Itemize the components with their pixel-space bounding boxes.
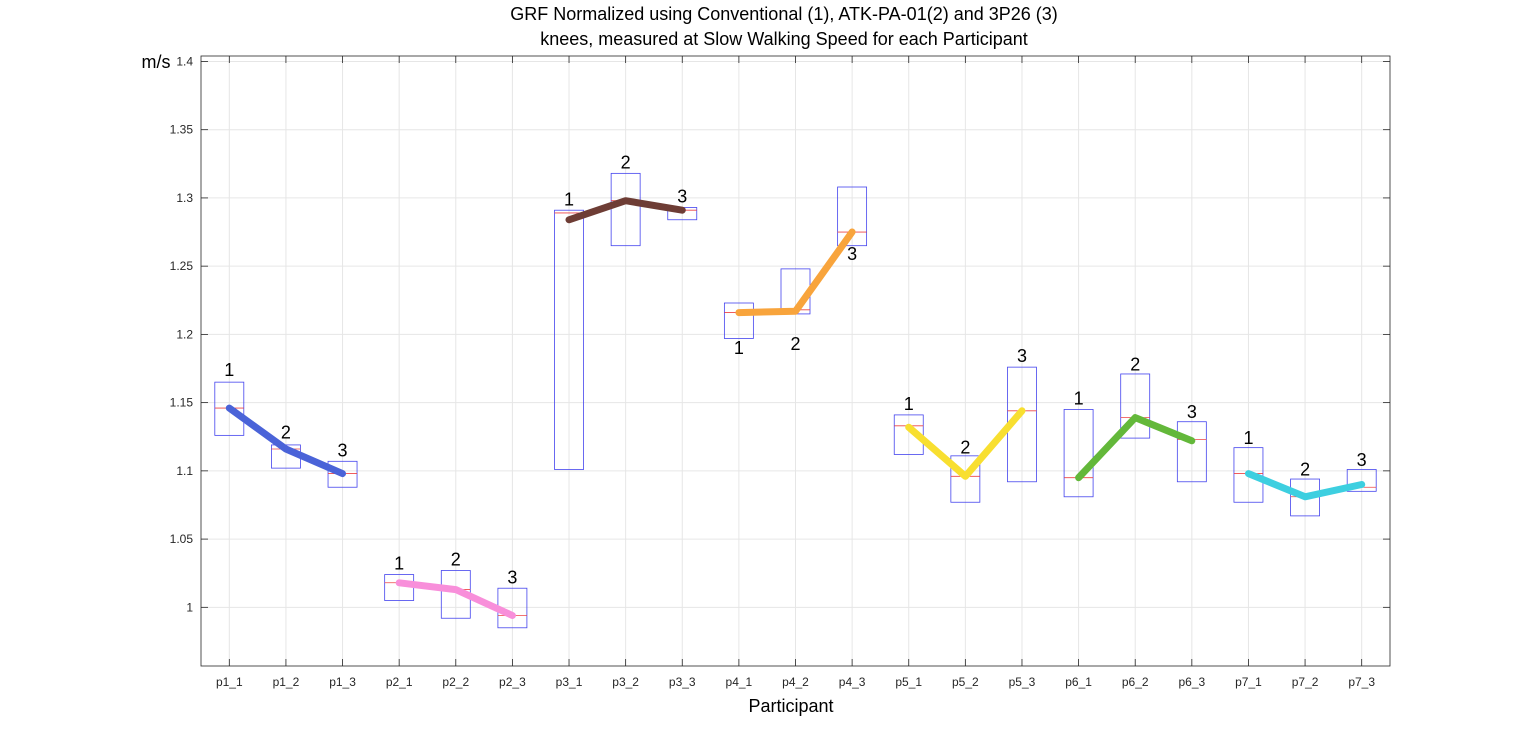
box-p5_2 (950, 455, 981, 503)
point-label: 2 (281, 423, 291, 443)
point-label: 2 (1130, 354, 1140, 374)
y-axis-label: m/s (142, 52, 171, 72)
x-tick-label: p1_1 (216, 675, 243, 689)
x-tick-label: p5_3 (1009, 675, 1036, 689)
x-tick-label: p4_3 (839, 675, 866, 689)
box-p7_3 (1346, 469, 1377, 492)
y-tick-label: 1.35 (170, 123, 194, 137)
point-label: 3 (1017, 346, 1027, 366)
point-label: 3 (847, 244, 857, 264)
x-tick-label: p4_1 (726, 675, 753, 689)
y-tick-label: 1.15 (170, 396, 194, 410)
series-line-5 (905, 407, 1026, 480)
point-label: 2 (1300, 459, 1310, 479)
x-tick-label: p2_3 (499, 675, 526, 689)
point-label: 2 (790, 334, 800, 354)
y-tick-label: 1.4 (176, 54, 193, 68)
box-p6_1 (1063, 409, 1094, 498)
point-label: 1 (564, 189, 574, 209)
point-label: 1 (734, 338, 744, 358)
series-lines (225, 197, 1366, 619)
series-line-4 (735, 228, 856, 317)
point-label: 3 (338, 440, 348, 460)
x-axis-label: Participant (748, 696, 833, 716)
series-line-1 (225, 404, 346, 478)
box-p1_3 (327, 460, 358, 488)
box-p6_2 (1120, 373, 1151, 439)
point-label: 2 (451, 550, 461, 570)
series-line-2 (395, 579, 516, 619)
box-p5_1 (893, 414, 924, 455)
x-tick-label: p7_3 (1348, 675, 1375, 689)
y-tick-label: 1.3 (176, 191, 193, 205)
box-p3_1 (554, 209, 584, 470)
y-tick-label: 1.1 (176, 464, 193, 478)
point-label: 2 (621, 152, 631, 172)
x-tick-label: p7_2 (1292, 675, 1319, 689)
series-line-6 (1075, 414, 1196, 482)
point-label: 3 (1357, 450, 1367, 470)
x-tick-label: p1_3 (329, 675, 356, 689)
x-tick-label: p2_1 (386, 675, 413, 689)
point-label: 1 (1074, 389, 1084, 409)
box-p1_1 (214, 381, 245, 436)
x-tick-label: p6_3 (1178, 675, 1205, 689)
point-label: 3 (1187, 402, 1197, 422)
series-line-3 (565, 197, 686, 224)
x-tick-label: p5_2 (952, 675, 979, 689)
chart-subtitle: knees, measured at Slow Walking Speed fo… (540, 29, 1028, 49)
series-line-7 (1245, 470, 1366, 501)
x-tick-label: p6_1 (1065, 675, 1092, 689)
point-label: 1 (1243, 428, 1253, 448)
box-p6_3 (1176, 421, 1207, 483)
x-tick-label: p7_1 (1235, 675, 1262, 689)
y-tick-label: 1 (186, 600, 193, 614)
point-label: 2 (960, 438, 970, 458)
x-tick-label: p3_1 (556, 675, 583, 689)
x-tick-label: p3_2 (612, 675, 639, 689)
box-p4_1 (723, 302, 754, 339)
box-p7_2 (1290, 478, 1320, 517)
point-label: 1 (224, 360, 234, 380)
y-tick-label: 1.2 (176, 327, 193, 341)
point-label: 1 (904, 394, 914, 414)
x-tick-label: p1_2 (273, 675, 300, 689)
point-label: 1 (394, 554, 404, 574)
box-p3_2 (610, 172, 641, 247)
x-tick-label: p5_1 (895, 675, 922, 689)
x-tick-label: p2_2 (442, 675, 469, 689)
y-tick-label: 1.05 (170, 532, 194, 546)
point-labels: 1 2 3 1 2 3 1 2 3 1 2 3 1 2 3 1 2 3 1 2 3 (224, 152, 1366, 587)
point-label: 3 (507, 567, 517, 587)
box-p4_3 (837, 186, 868, 247)
box-p7_1 (1233, 447, 1264, 503)
x-tick-label: p6_2 (1122, 675, 1149, 689)
chart-title: GRF Normalized using Conventional (1), A… (510, 4, 1058, 24)
axis-ticks: 1 1.05 1.1 1.15 1.2 1.25 1.3 1.35 1.4 p1_1 p1_2 p1_… (170, 54, 1390, 689)
point-label: 3 (677, 187, 687, 207)
y-tick-label: 1.25 (170, 259, 194, 273)
x-tick-label: p3_3 (669, 675, 696, 689)
x-tick-label: p4_2 (782, 675, 809, 689)
